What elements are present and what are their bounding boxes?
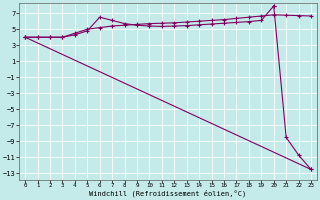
X-axis label: Windchill (Refroidissement éolien,°C): Windchill (Refroidissement éolien,°C): [90, 190, 247, 197]
